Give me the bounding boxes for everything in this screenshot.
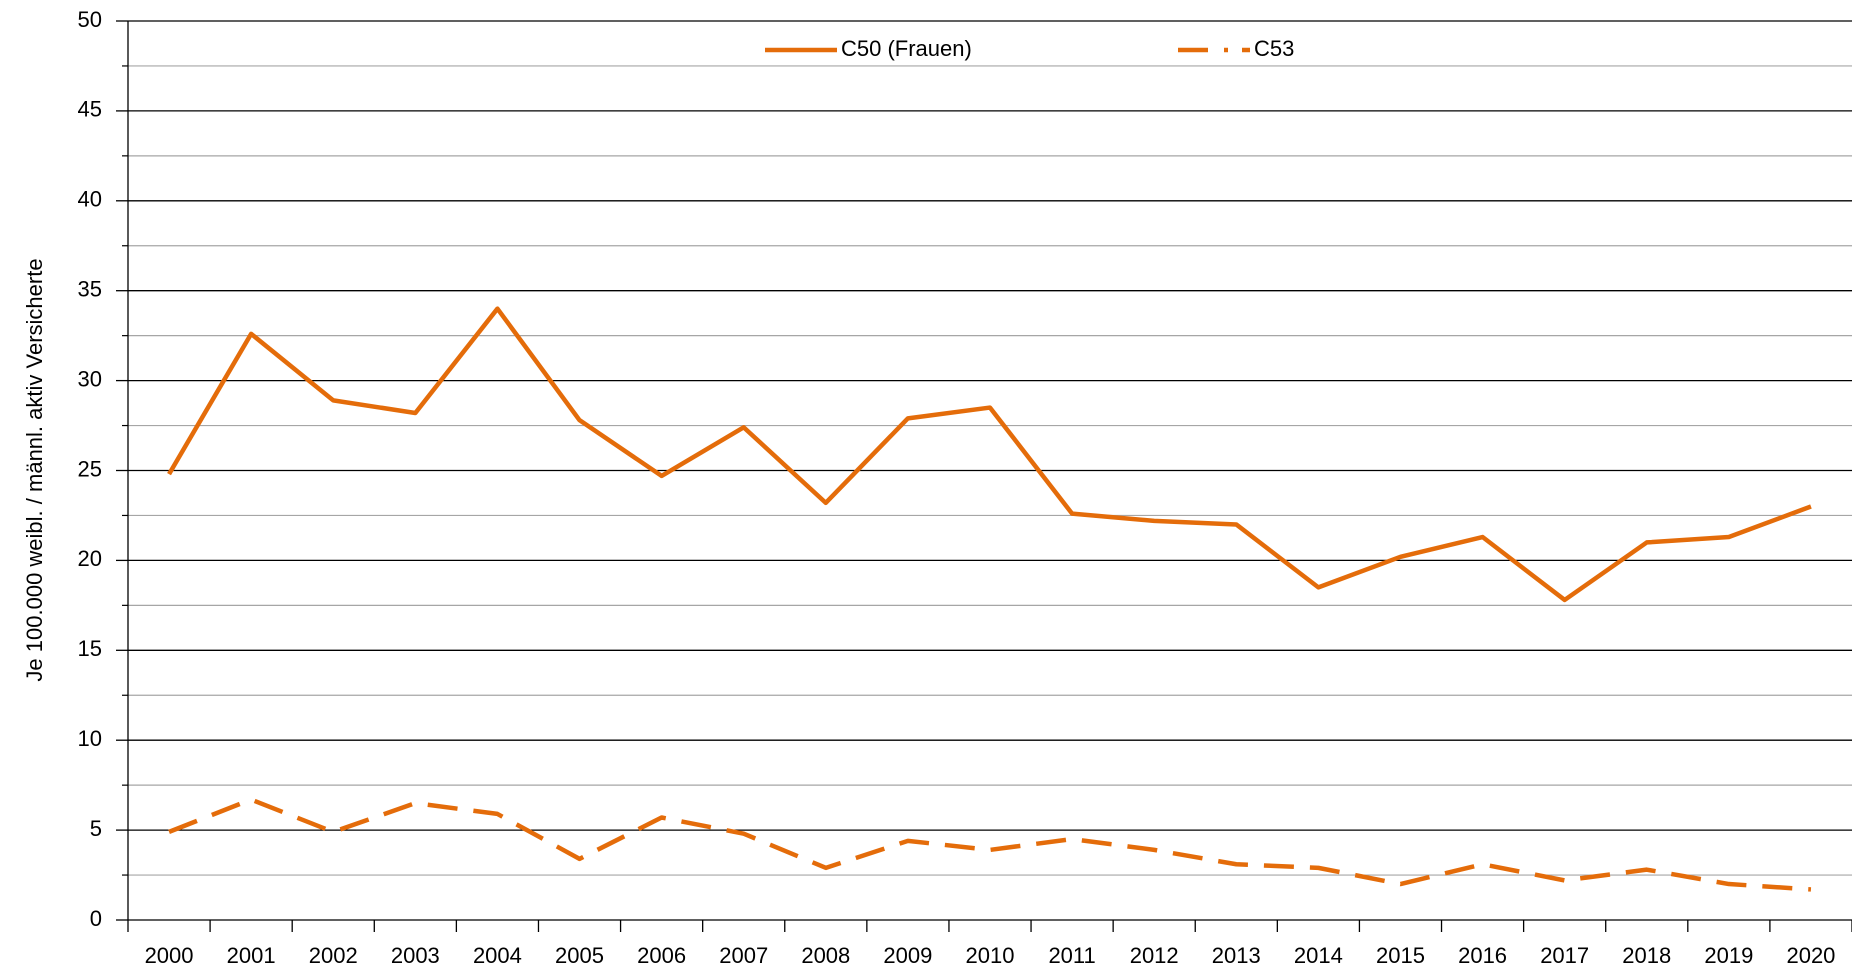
x-tick-label: 2011 — [1048, 943, 1095, 968]
y-tick-label: 40 — [78, 187, 102, 212]
y-tick-label: 10 — [78, 726, 102, 751]
y-tick-label: 45 — [78, 97, 102, 122]
y-tick-label: 50 — [78, 7, 102, 32]
x-tick-label: 2005 — [555, 943, 604, 968]
y-tick-label: 20 — [78, 546, 102, 571]
y-tick-label: 5 — [90, 816, 102, 841]
legend-label: C50 (Frauen) — [841, 36, 972, 61]
legend-label: C53 — [1254, 36, 1294, 61]
y-tick-label: 25 — [78, 456, 102, 481]
x-tick-label: 2000 — [145, 943, 194, 968]
x-tick-label: 2009 — [883, 943, 932, 968]
y-tick-label: 35 — [78, 277, 102, 302]
x-tick-label: 2018 — [1622, 943, 1671, 968]
y-tick-label: 0 — [90, 906, 102, 931]
x-tick-label: 2010 — [966, 943, 1015, 968]
x-tick-label: 2019 — [1704, 943, 1753, 968]
x-tick-label: 2006 — [637, 943, 686, 968]
line-series — [168, 797, 1812, 892]
x-tick-label: 2012 — [1130, 943, 1179, 968]
line-series — [167, 306, 1812, 603]
x-tick-label: 2007 — [719, 943, 768, 968]
y-tick-label: 30 — [78, 366, 102, 391]
x-tick-label: 2013 — [1212, 943, 1261, 968]
x-tick-label: 2015 — [1376, 943, 1425, 968]
x-tick-label: 2016 — [1458, 943, 1507, 968]
x-tick-label: 2001 — [227, 943, 276, 968]
x-tick-label: 2020 — [1786, 943, 1835, 968]
y-tick-label: 15 — [78, 636, 102, 661]
x-tick-label: 2003 — [391, 943, 440, 968]
x-tick-label: 2017 — [1540, 943, 1589, 968]
y-axis-label: Je 100.000 weibl. / männl. aktiv Versich… — [22, 258, 47, 681]
x-tick-label: 2014 — [1294, 943, 1343, 968]
x-tick-label: 2008 — [801, 943, 850, 968]
x-tick-label: 2004 — [473, 943, 522, 968]
x-tick-label: 2002 — [309, 943, 358, 968]
